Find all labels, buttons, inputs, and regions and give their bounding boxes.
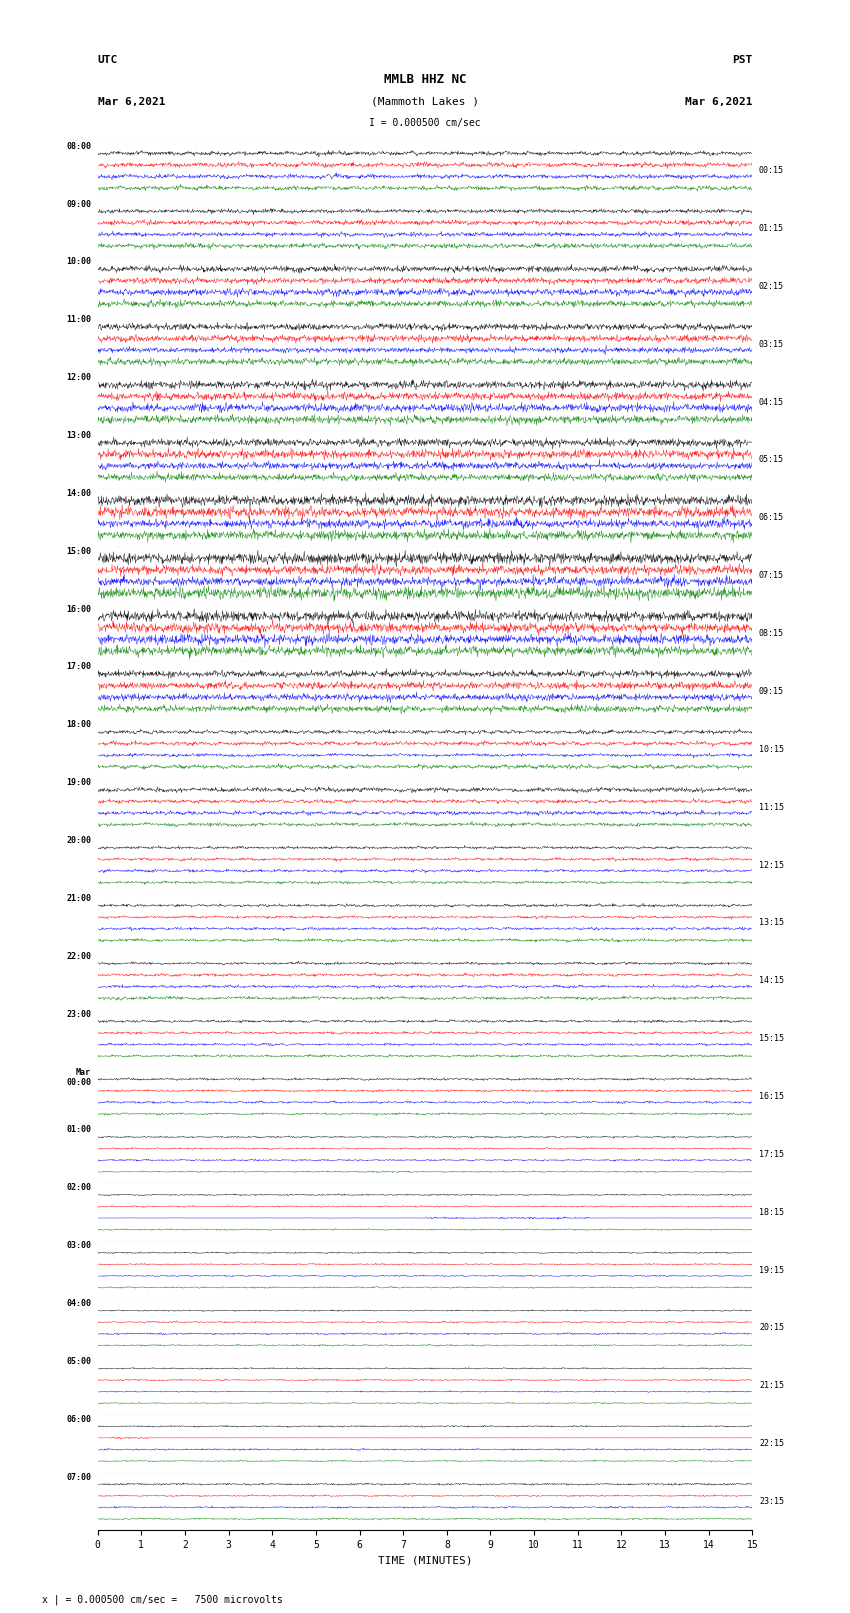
Text: UTC: UTC	[98, 55, 118, 65]
Text: 09:15: 09:15	[759, 687, 784, 695]
Text: 05:00: 05:00	[66, 1357, 91, 1366]
Text: 17:00: 17:00	[66, 663, 91, 671]
Text: 18:00: 18:00	[66, 721, 91, 729]
Text: 00:15: 00:15	[759, 166, 784, 176]
Text: Mar 6,2021: Mar 6,2021	[98, 97, 165, 106]
Text: 21:15: 21:15	[759, 1381, 784, 1390]
Text: 01:15: 01:15	[759, 224, 784, 232]
Text: 19:00: 19:00	[66, 777, 91, 787]
Text: 21:00: 21:00	[66, 894, 91, 903]
Text: 16:15: 16:15	[759, 1092, 784, 1102]
Text: (Mammoth Lakes ): (Mammoth Lakes )	[371, 97, 479, 106]
Text: 23:00: 23:00	[66, 1010, 91, 1019]
Text: 10:15: 10:15	[759, 745, 784, 753]
Text: I = 0.000500 cm/sec: I = 0.000500 cm/sec	[369, 118, 481, 127]
Text: 16:00: 16:00	[66, 605, 91, 613]
Text: 14:15: 14:15	[759, 976, 784, 986]
Text: 04:15: 04:15	[759, 397, 784, 406]
Text: 03:15: 03:15	[759, 340, 784, 348]
Text: 06:15: 06:15	[759, 513, 784, 523]
Text: 19:15: 19:15	[759, 1266, 784, 1274]
Text: 04:00: 04:00	[66, 1298, 91, 1308]
Text: 23:15: 23:15	[759, 1497, 784, 1507]
Text: 08:15: 08:15	[759, 629, 784, 639]
Text: 07:15: 07:15	[759, 571, 784, 581]
Text: Mar 6,2021: Mar 6,2021	[685, 97, 752, 106]
Text: 22:15: 22:15	[759, 1439, 784, 1448]
Text: 13:15: 13:15	[759, 918, 784, 927]
Text: 02:15: 02:15	[759, 282, 784, 290]
X-axis label: TIME (MINUTES): TIME (MINUTES)	[377, 1557, 473, 1566]
Text: 06:00: 06:00	[66, 1415, 91, 1424]
Text: 12:00: 12:00	[66, 373, 91, 382]
Text: 11:15: 11:15	[759, 803, 784, 811]
Text: 18:15: 18:15	[759, 1208, 784, 1216]
Text: 07:00: 07:00	[66, 1473, 91, 1482]
Text: 02:00: 02:00	[66, 1184, 91, 1192]
Text: 03:00: 03:00	[66, 1240, 91, 1250]
Text: 09:00: 09:00	[66, 200, 91, 208]
Text: 13:00: 13:00	[66, 431, 91, 440]
Text: 05:15: 05:15	[759, 455, 784, 465]
Text: 17:15: 17:15	[759, 1150, 784, 1158]
Text: 14:00: 14:00	[66, 489, 91, 498]
Text: 12:15: 12:15	[759, 860, 784, 869]
Text: Mar
00:00: Mar 00:00	[66, 1068, 91, 1087]
Text: 15:15: 15:15	[759, 1034, 784, 1044]
Text: 15:00: 15:00	[66, 547, 91, 556]
Text: 01:00: 01:00	[66, 1126, 91, 1134]
Text: 22:00: 22:00	[66, 952, 91, 961]
Text: 11:00: 11:00	[66, 315, 91, 324]
Text: 20:00: 20:00	[66, 836, 91, 845]
Text: PST: PST	[732, 55, 752, 65]
Text: 08:00: 08:00	[66, 142, 91, 150]
Text: MMLB HHZ NC: MMLB HHZ NC	[383, 73, 467, 85]
Text: x | = 0.000500 cm/sec =   7500 microvolts: x | = 0.000500 cm/sec = 7500 microvolts	[42, 1594, 283, 1605]
Text: 10:00: 10:00	[66, 258, 91, 266]
Text: 20:15: 20:15	[759, 1323, 784, 1332]
